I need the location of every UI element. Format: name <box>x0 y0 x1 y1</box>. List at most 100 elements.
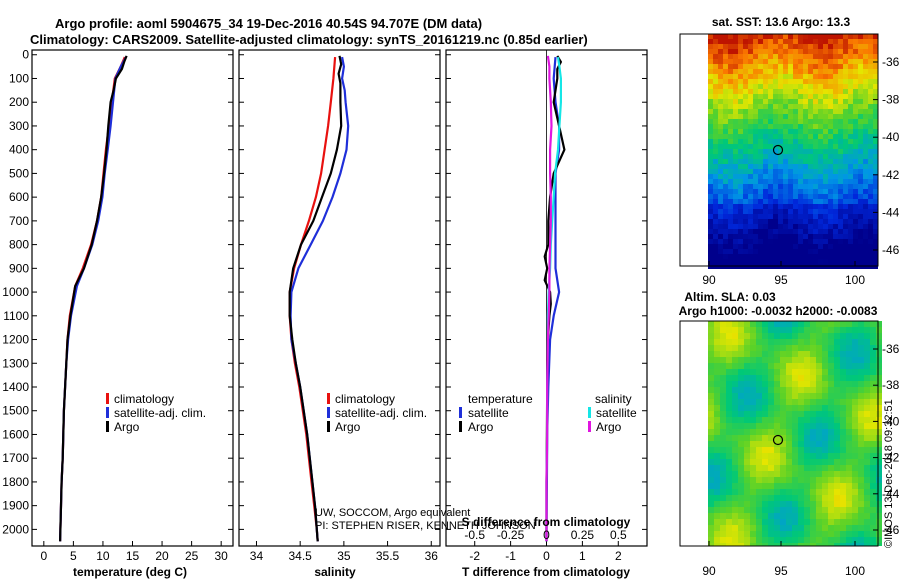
sst-cell <box>718 209 723 214</box>
sst-cell <box>868 164 873 169</box>
sla-cell <box>840 531 846 537</box>
sst-cell <box>743 234 748 239</box>
sst-cell <box>788 134 793 139</box>
sla-cell <box>828 423 834 429</box>
sla-cell <box>726 363 732 369</box>
sst-cell <box>723 174 728 179</box>
sst-cell <box>768 174 773 179</box>
sst-cell <box>808 134 813 139</box>
sst-cell <box>718 74 723 79</box>
sla-cell <box>804 351 810 357</box>
sst-cell <box>793 79 798 84</box>
sst-cell <box>803 179 808 184</box>
sst-cell <box>758 144 763 149</box>
sst-cell <box>838 44 843 49</box>
sst-cell <box>843 94 848 99</box>
sst-cell <box>763 74 768 79</box>
sst-cell <box>808 144 813 149</box>
sst-cell <box>813 219 818 224</box>
sla-cell <box>804 435 810 441</box>
sst-cell <box>813 184 818 189</box>
sla-cell <box>828 459 834 465</box>
sst-cell <box>873 39 878 44</box>
sla-cell <box>834 483 840 489</box>
sla-cell <box>864 537 870 543</box>
sla-cell <box>798 363 804 369</box>
sla-cell <box>714 483 720 489</box>
sst-cell <box>768 259 773 264</box>
sst-cell <box>818 44 823 49</box>
sst-cell <box>713 94 718 99</box>
sst-cell <box>868 79 873 84</box>
sla-cell <box>816 435 822 441</box>
sla-cell <box>876 417 882 423</box>
sla-cell <box>798 483 804 489</box>
sst-cell <box>758 189 763 194</box>
sla-cell <box>858 471 864 477</box>
sst-cell <box>778 149 783 154</box>
sst-cell <box>743 194 748 199</box>
sst-cell <box>748 194 753 199</box>
sst-cell <box>848 34 853 39</box>
sst-cell <box>873 214 878 219</box>
sst-cell <box>768 219 773 224</box>
sla-cell <box>786 471 792 477</box>
sst-cell <box>853 169 858 174</box>
sla-cell <box>780 339 786 345</box>
sst-cell <box>833 229 838 234</box>
sla-cell <box>750 375 756 381</box>
sst-cell <box>873 219 878 224</box>
sla-cell <box>876 339 882 345</box>
sst-cell <box>793 189 798 194</box>
y-tick-label: 100 <box>9 71 29 85</box>
sla-cell <box>828 453 834 459</box>
sst-cell <box>843 109 848 114</box>
sst-cell <box>823 134 828 139</box>
y-tick-label: 1800 <box>2 475 29 489</box>
sst-cell <box>768 64 773 69</box>
sst-cell <box>818 139 823 144</box>
sla-cell <box>840 381 846 387</box>
sla-cell <box>828 399 834 405</box>
sla-cell <box>744 501 750 507</box>
sla-cell <box>876 435 882 441</box>
sst-cell <box>773 189 778 194</box>
sst-cell <box>748 64 753 69</box>
sst-cell <box>863 114 868 119</box>
sst-cell <box>783 164 788 169</box>
sst-cell <box>748 244 753 249</box>
sst-cell <box>828 49 833 54</box>
sst-cell <box>728 209 733 214</box>
sla-cell <box>876 411 882 417</box>
sst-cell <box>753 49 758 54</box>
sst-cell <box>818 164 823 169</box>
sla-cell <box>744 507 750 513</box>
sst-cell <box>718 249 723 254</box>
sst-cell <box>813 49 818 54</box>
sla-cell <box>744 381 750 387</box>
sla-cell <box>726 411 732 417</box>
sst-cell <box>743 84 748 89</box>
sla-cell <box>852 327 858 333</box>
sla-cell <box>810 471 816 477</box>
sla-cell <box>756 429 762 435</box>
sst-cell <box>863 244 868 249</box>
sst-cell <box>758 109 763 114</box>
sst-cell <box>728 179 733 184</box>
sst-cell <box>823 174 828 179</box>
sla-cell <box>822 333 828 339</box>
sst-cell <box>728 34 733 39</box>
sla-cell <box>816 543 822 546</box>
sst-cell <box>768 129 773 134</box>
sst-cell <box>753 69 758 74</box>
sla-cell <box>744 423 750 429</box>
sst-cell <box>873 124 878 129</box>
sla-cell <box>708 369 714 375</box>
sst-cell <box>828 104 833 109</box>
sla-cell <box>744 543 750 546</box>
sla-cell <box>774 507 780 513</box>
sla-cell <box>834 321 840 327</box>
sla-cell <box>756 339 762 345</box>
sla-cell <box>810 411 816 417</box>
sst-cell <box>828 44 833 49</box>
